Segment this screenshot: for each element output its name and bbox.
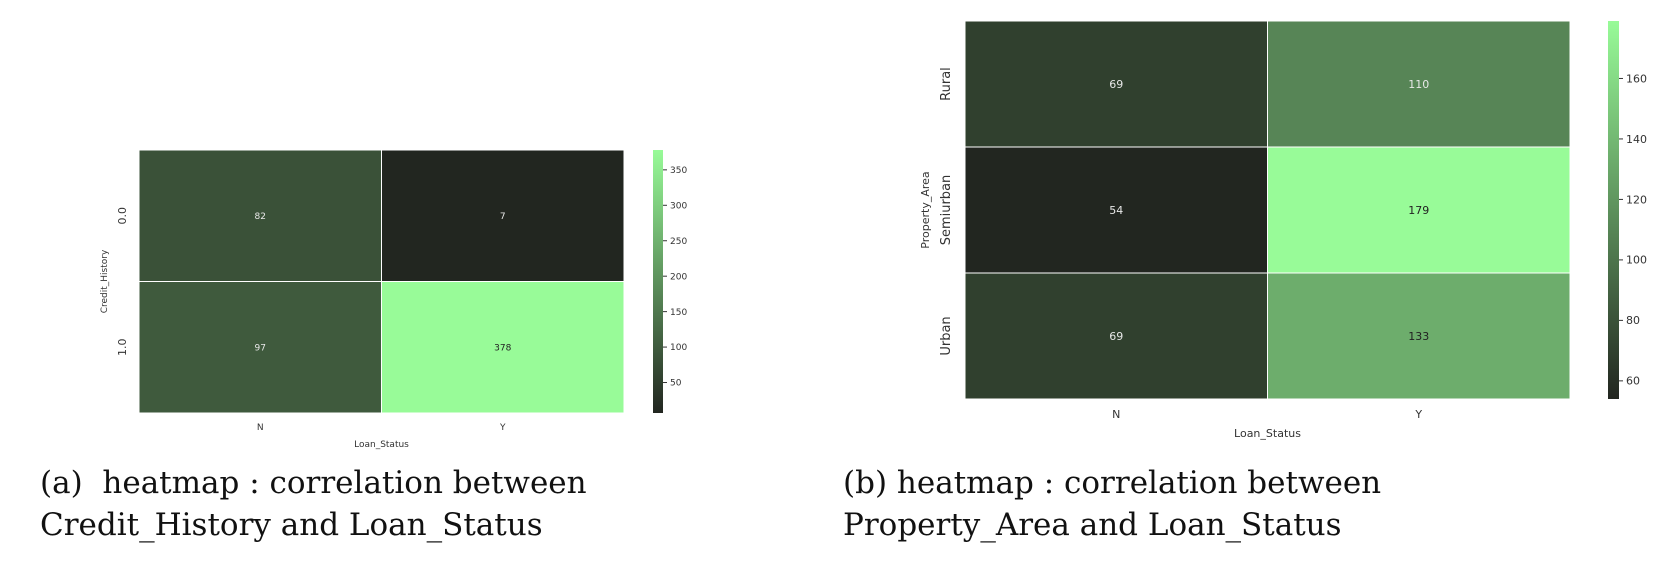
cell-value-label: 82 [255, 212, 266, 222]
heatmap-cell [964, 272, 1268, 400]
cell-value-label: 133 [1408, 330, 1429, 343]
y-axis-label: Property_Area [919, 171, 932, 248]
colorbar-tick-label: 250 [670, 237, 687, 247]
y-tick-label: Urban [939, 316, 954, 355]
caption-b-text: heatmap : correlation between [896, 465, 1382, 501]
heatmap-property-area: 69 110 54 179 69 133 N Y Rural Semiurban Urban Loan… [919, 20, 1647, 440]
caption-b-line2: Property_Area and Loan_Status [843, 507, 1342, 543]
colorbar-tick-label: 350 [670, 166, 687, 176]
colorbar-tick-label: 50 [670, 379, 682, 389]
heatmap-cell [1267, 20, 1571, 148]
cell-value-label: 7 [500, 212, 506, 222]
colorbar-tick-label: 150 [670, 308, 687, 318]
cell-value-label: 97 [255, 343, 266, 353]
caption-a-line2: Credit_History and Loan_Status [40, 507, 543, 543]
caption-b: (b) heatmap : correlation between Proper… [843, 462, 1381, 546]
heatmap-cell [1267, 272, 1571, 400]
heatmap-cell [1267, 146, 1571, 274]
heatmap-cell [138, 281, 382, 414]
x-axis-label: Loan_Status [1234, 427, 1301, 440]
colorbar-tick-label: 120 [1626, 193, 1647, 206]
x-tick-label: N [257, 423, 264, 433]
caption-b-label: (b) [843, 465, 888, 501]
colorbar-tick-label: 100 [670, 343, 687, 353]
caption-a-label: (a) [40, 465, 83, 501]
y-tick-label: 0.0 [116, 207, 129, 225]
caption-a-text: heatmap : correlation between [102, 465, 587, 501]
heatmap-cell [381, 149, 625, 282]
colorbar [653, 150, 663, 413]
colorbar-tick-label: 300 [670, 201, 687, 211]
colorbar-tick-label: 80 [1626, 314, 1640, 327]
heatmap-cell [381, 281, 625, 414]
colorbar-tick-label: 160 [1626, 72, 1647, 85]
x-tick-label: Y [1414, 408, 1422, 421]
cell-value-label: 179 [1408, 204, 1429, 217]
cell-value-label: 110 [1408, 78, 1429, 91]
x-axis-label: Loan_Status [354, 440, 409, 450]
cell-value-label: 69 [1109, 330, 1123, 343]
colorbar-tick-label: 200 [670, 272, 687, 282]
caption-a-line1: (a) heatmap : correlation between [40, 462, 587, 504]
heatmap-cell [964, 20, 1268, 148]
caption-a: (a) heatmap : correlation between Credit… [40, 462, 587, 546]
x-tick-label: Y [499, 423, 506, 433]
heatmap-cell [138, 149, 382, 282]
colorbar [1608, 21, 1619, 399]
x-tick-label: N [1112, 408, 1120, 421]
caption-b-line1: (b) heatmap : correlation between [843, 462, 1381, 504]
y-axis-label: Credit_History [100, 249, 110, 313]
cell-value-label: 69 [1109, 78, 1123, 91]
colorbar-tick-label: 60 [1626, 375, 1640, 388]
cell-value-label: 54 [1109, 204, 1123, 217]
y-tick-label: 1.0 [116, 339, 129, 357]
y-tick-label: Rural [939, 67, 954, 101]
y-tick-label: Semiurban [939, 175, 954, 246]
heatmap-cell [964, 146, 1268, 274]
colorbar-tick-label: 140 [1626, 133, 1647, 146]
colorbar-tick-label: 100 [1626, 254, 1647, 267]
heatmap-credit-history: 82 7 97 378 N Y 0.0 1.0 Loan_Status Credit_Histor… [100, 149, 687, 450]
cell-value-label: 378 [494, 343, 511, 353]
